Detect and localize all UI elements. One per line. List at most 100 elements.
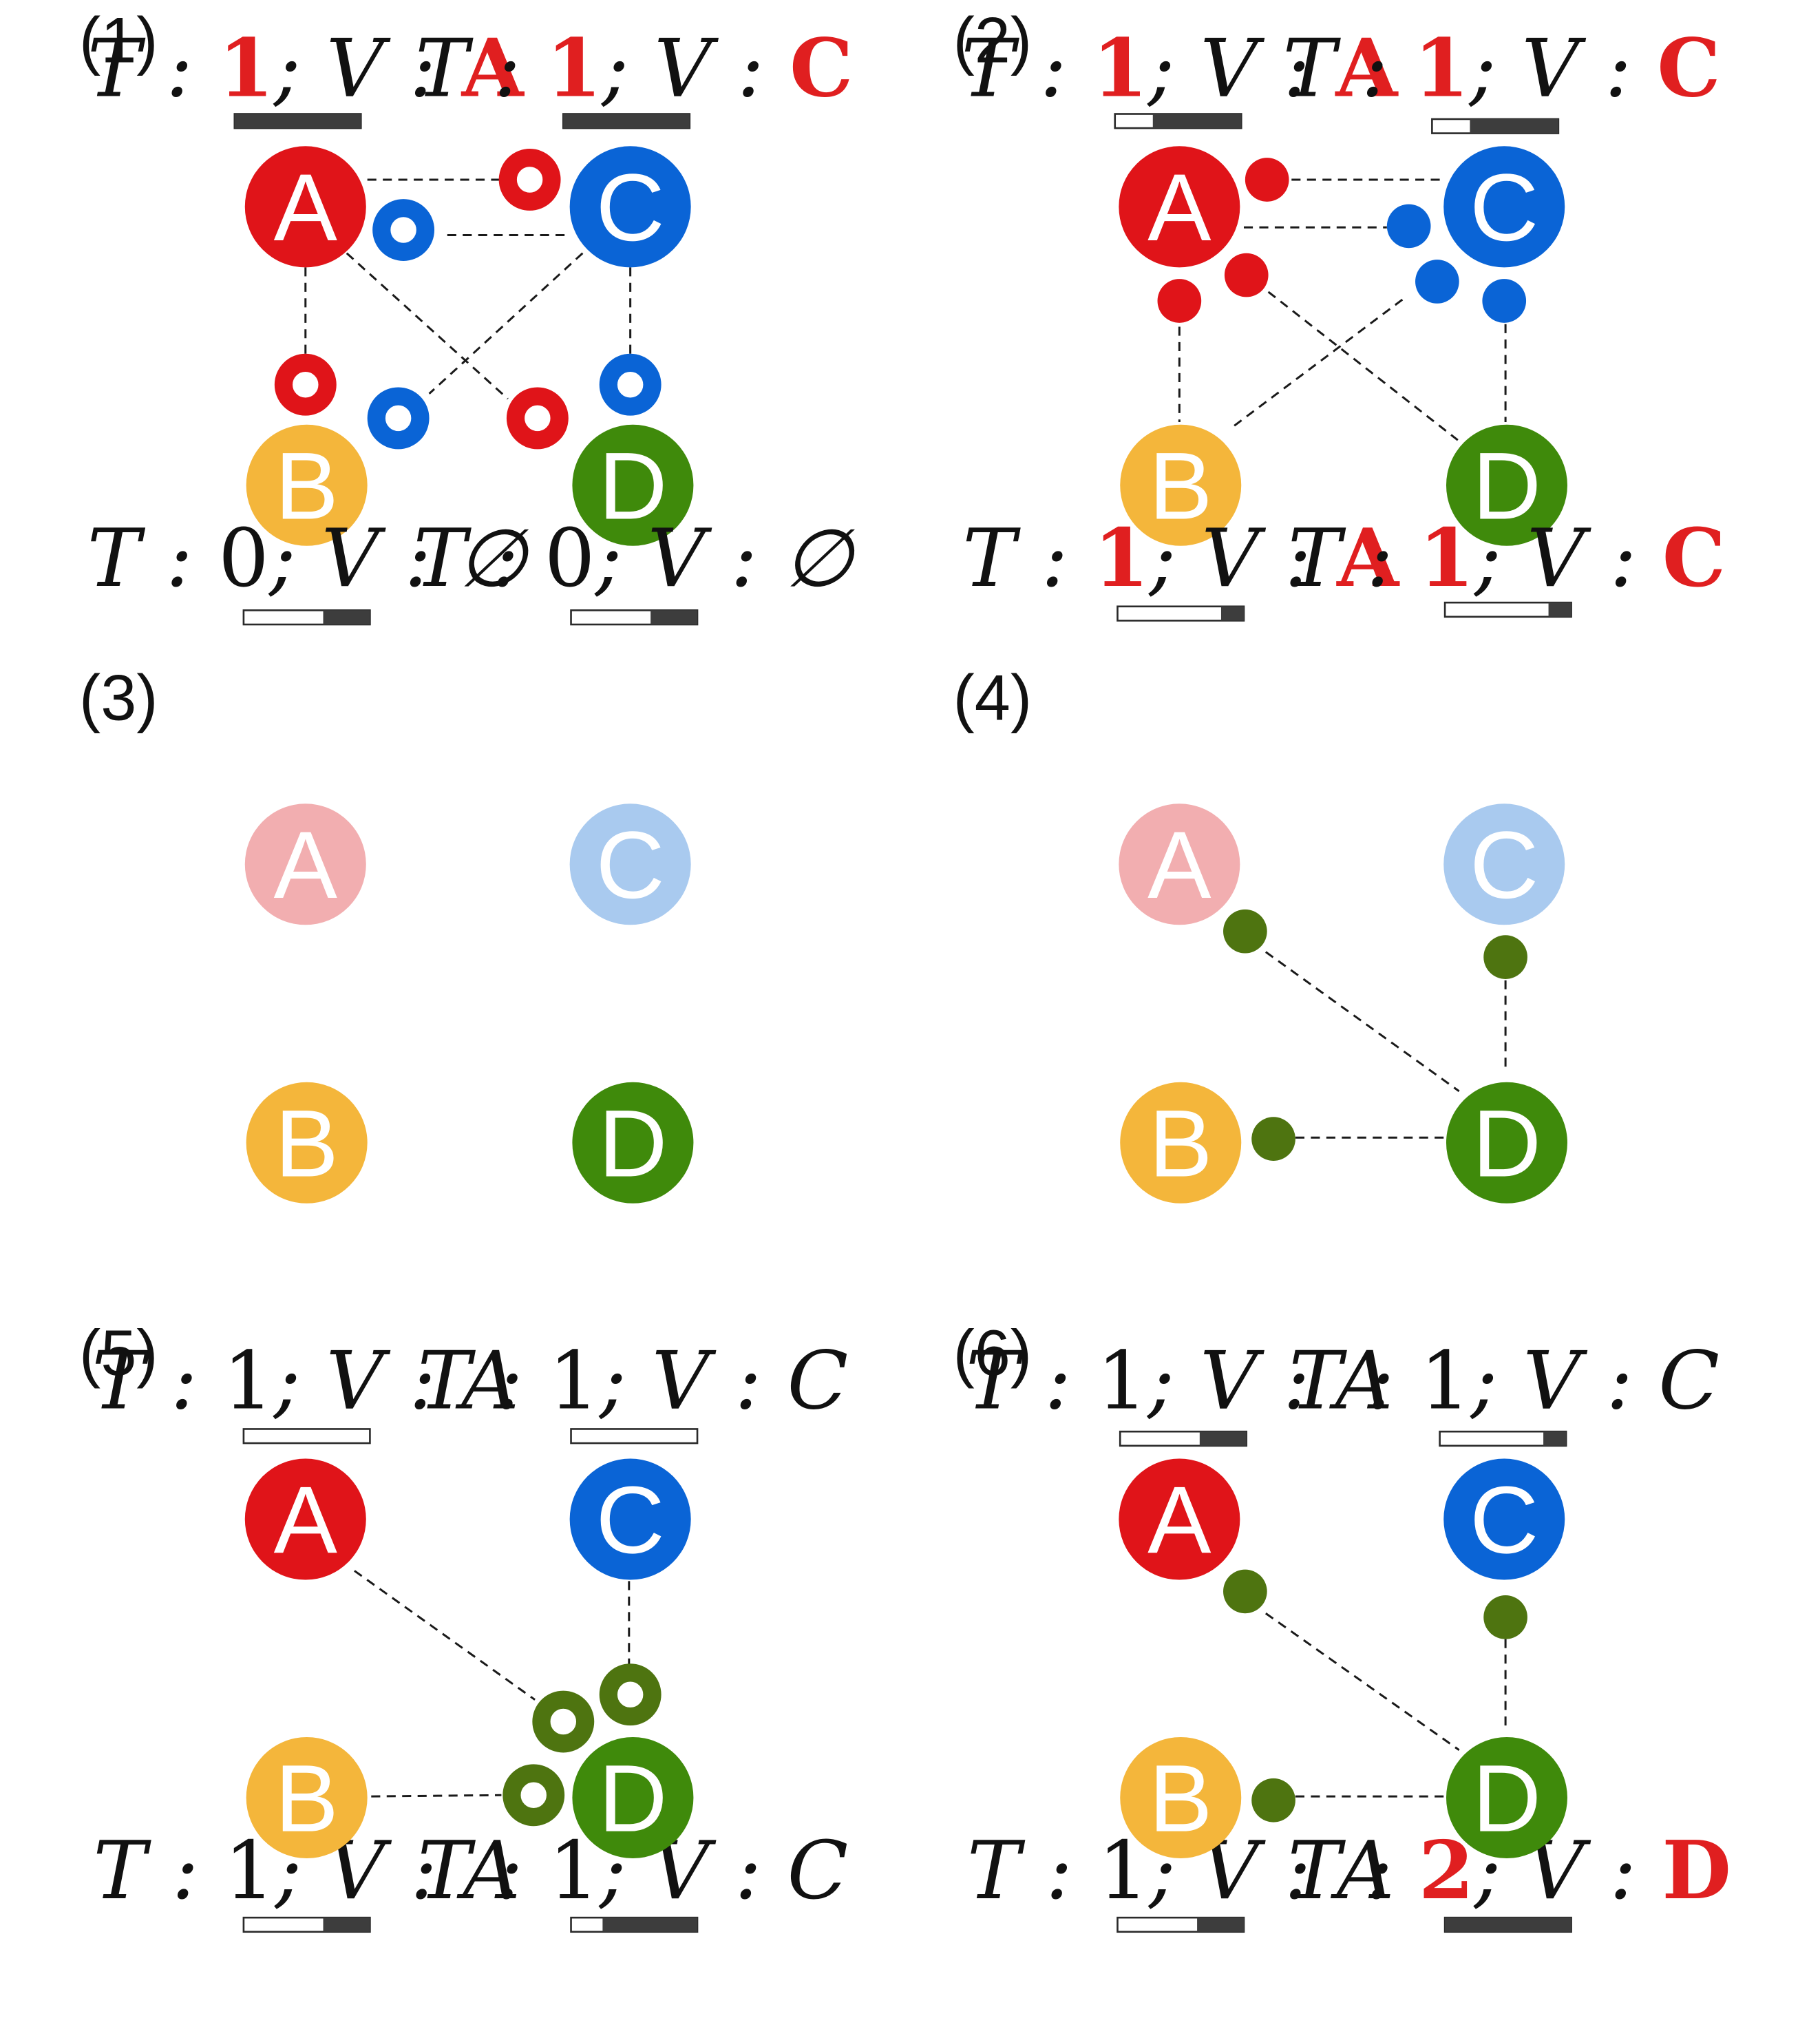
- connection-line: [346, 252, 509, 400]
- panel-1: (1)AT : 1; V : ACT : 1; V : CBT : 0; V :…: [79, 4, 856, 626]
- timer-bar: [1443, 601, 1572, 618]
- vote-value: A: [1335, 21, 1399, 115]
- panel-label: (4): [953, 662, 1032, 734]
- node-label: C: [596, 1467, 665, 1573]
- node-a: [1119, 803, 1240, 925]
- node-state: T : 1; V : A: [92, 1335, 519, 1428]
- connection-line: [1265, 951, 1460, 1093]
- node-state: T : 1; V : A: [961, 21, 1399, 115]
- node-label: D: [598, 1746, 667, 1852]
- term-value: 1: [1420, 1335, 1471, 1428]
- term-value: 1: [1419, 512, 1474, 605]
- node-d: [572, 424, 694, 546]
- timer-bar: [562, 113, 691, 129]
- vote-value: C: [787, 1335, 848, 1428]
- node-d: [1446, 1082, 1567, 1204]
- node-state: T : 1; V : A: [87, 21, 525, 115]
- node-label: A: [274, 155, 338, 261]
- vote-response-message: [1157, 279, 1202, 323]
- timer-bar: [570, 1428, 699, 1445]
- connection-line: [428, 252, 584, 395]
- node-state: T : 1; V : C: [418, 1825, 849, 1918]
- vote-response-message: [1223, 909, 1267, 954]
- timer-bar: [1119, 1430, 1248, 1447]
- node-d: [1446, 424, 1567, 546]
- node-b: [1120, 424, 1242, 546]
- vote-response-message: [1483, 1595, 1527, 1639]
- node-state: T : 1; V : C: [1289, 1335, 1720, 1428]
- vote-response-message: [1245, 158, 1289, 202]
- panel-3: (3)AT : 1; V : ACT : 1; V : CBT : 1; V :…: [79, 662, 849, 1933]
- vote-response-message: [1224, 253, 1269, 297]
- node-state: T : 2; V : D: [1287, 1824, 1731, 1918]
- node-b: [1120, 1736, 1242, 1859]
- node-label: B: [1149, 433, 1212, 539]
- node-c: [1443, 146, 1565, 268]
- vote-request-message: [372, 199, 435, 261]
- node-label: D: [598, 433, 667, 539]
- timer-bar: [1431, 118, 1560, 134]
- node-a: [244, 146, 366, 268]
- panel-5: (5)AT : 2; V : DCT : 2; V : DBT : 2; V :…: [79, 1316, 694, 1859]
- vote-value: C: [1657, 21, 1720, 115]
- panel-4: (4)AT : 1; V : ACT : 1; V : CBT : 1; V :…: [953, 662, 1731, 1933]
- connection-line: [371, 1794, 502, 1798]
- node-a: [244, 803, 366, 925]
- node-label: C: [1470, 155, 1538, 261]
- node-state: T : 1; V : A: [966, 1335, 1393, 1428]
- panel-label: (3): [79, 662, 158, 734]
- vote-value: A: [1331, 1825, 1395, 1918]
- node-state: T : 1; V : C: [1288, 512, 1726, 605]
- node-state: T : 0; V : ∅: [413, 512, 856, 605]
- vote-request-message: [506, 387, 569, 450]
- term-value: 1: [1097, 1335, 1147, 1428]
- vote-value: ∅: [783, 512, 856, 605]
- node-d: [572, 1736, 694, 1859]
- node-label: B: [275, 433, 338, 539]
- node-label: C: [596, 812, 665, 918]
- node-label: D: [1472, 433, 1541, 539]
- connection-line: [1265, 1612, 1460, 1751]
- term-value: 0: [544, 512, 595, 605]
- term-value: 1: [218, 21, 274, 115]
- panel-label: (6): [953, 1316, 1032, 1389]
- timer-bar: [242, 1916, 371, 1933]
- panel-6: (6)AT : 2; V : DCT : 2; V : DBT : 2; V :…: [953, 1316, 1567, 1859]
- vote-value: A: [461, 21, 525, 115]
- term-value: 1: [223, 1335, 274, 1428]
- vote-value: C: [1658, 1335, 1720, 1428]
- panel-label: (1): [79, 4, 158, 76]
- vote-response-message: [1415, 260, 1459, 304]
- panel-label: (2): [953, 4, 1032, 76]
- vote-value: D: [1662, 1824, 1731, 1918]
- node-label: C: [1470, 1467, 1538, 1573]
- vote-request-message: [532, 1690, 595, 1753]
- node-c: [1443, 1458, 1565, 1580]
- timer-bar: [1114, 113, 1242, 129]
- node-label: B: [1149, 1091, 1212, 1197]
- timer-bar: [1117, 1916, 1245, 1933]
- node-label: A: [1147, 812, 1211, 918]
- term-value: 1: [1414, 21, 1470, 115]
- node-label: A: [274, 1467, 338, 1573]
- node-b: [246, 1736, 368, 1859]
- vote-request-message: [367, 387, 430, 450]
- node-d: [572, 1082, 694, 1204]
- node-a: [244, 1458, 366, 1580]
- node-label: D: [1472, 1746, 1541, 1852]
- vote-value: ∅: [457, 512, 530, 605]
- node-b: [1120, 1082, 1242, 1204]
- node-state: T : 1; V : C: [418, 1335, 849, 1428]
- vote-request-message: [599, 353, 662, 416]
- node-state: T : 1; V : C: [415, 21, 853, 115]
- node-c: [569, 803, 691, 925]
- vote-response-message: [1223, 1569, 1267, 1614]
- term-value: 1: [1092, 21, 1148, 115]
- vote-response-message: [1386, 204, 1431, 249]
- node-state: T : 1; V : A: [962, 512, 1400, 605]
- vote-response-message: [1483, 935, 1527, 979]
- term-value: 1: [549, 1335, 600, 1428]
- timer-bar: [233, 113, 362, 129]
- node-label: C: [1470, 812, 1538, 918]
